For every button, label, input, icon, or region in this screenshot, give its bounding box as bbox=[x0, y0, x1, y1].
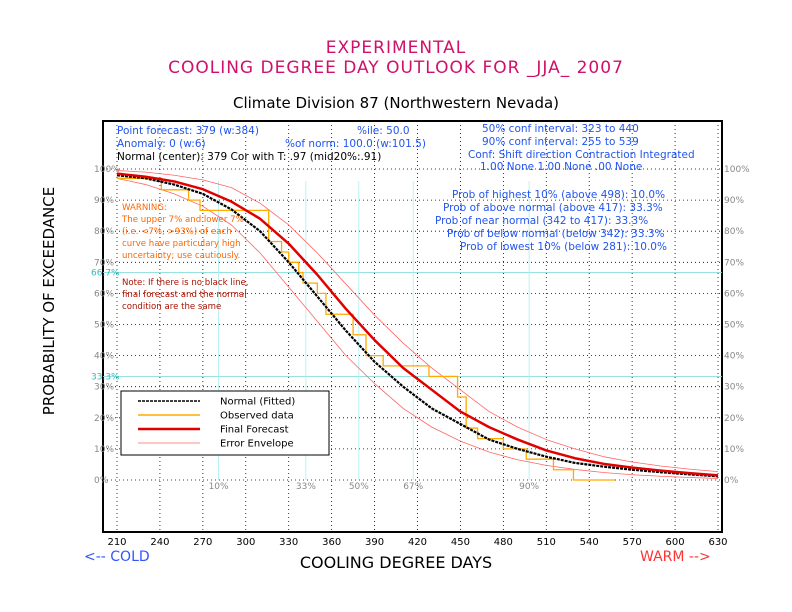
x-tick-label: 450 bbox=[451, 537, 470, 548]
prob-highest: Prob of highest 10% (above 498): 10.0% bbox=[452, 189, 666, 201]
x-tick-label: 510 bbox=[537, 537, 556, 548]
warning-title: WARNING: bbox=[122, 203, 167, 213]
conf-header: Conf: Shift direction Contraction Integr… bbox=[468, 149, 695, 161]
prob-above-normal: Prob of above normal (above 417): 33.3% bbox=[443, 202, 663, 214]
x-tick-label: 390 bbox=[365, 537, 384, 548]
y-tick-label: 80% bbox=[94, 227, 114, 237]
note-line: final forecast and the normal bbox=[122, 290, 247, 300]
warning-line: The upper 7% and lower 7% bbox=[122, 215, 244, 225]
y-tick-label-right: 20% bbox=[724, 414, 744, 424]
y-tick-label-right: 0% bbox=[724, 476, 739, 486]
prob-near-normal: Prob of near normal (342 to 417): 33.3% bbox=[435, 215, 649, 227]
y-tick-label: 30% bbox=[94, 383, 114, 393]
y-tick-label-right: 70% bbox=[724, 258, 744, 268]
warning-line: uncertainty; use cautiously. bbox=[122, 251, 241, 261]
y-tick-label: 20% bbox=[94, 414, 114, 424]
percentile-label: 50% bbox=[349, 482, 369, 492]
y-axis-label: PROBABILITY OF EXCEEDANCE bbox=[40, 186, 58, 416]
percentile-value: %ile: 50.0 bbox=[357, 125, 410, 137]
warm-indicator: WARM --> bbox=[640, 549, 711, 565]
y-tick-label: 50% bbox=[94, 321, 114, 331]
y-tick-label: 60% bbox=[94, 289, 114, 299]
cold-indicator: <-- COLD bbox=[84, 549, 150, 565]
note-line: condition are the same bbox=[122, 302, 222, 312]
y-tick-label: 40% bbox=[94, 352, 114, 362]
x-axis-label: COOLING DEGREE DAYS bbox=[299, 553, 493, 572]
y-tick-label-right: 50% bbox=[724, 321, 744, 331]
y-tick-label-right: 30% bbox=[724, 383, 744, 393]
percentile-label: 67% bbox=[403, 482, 423, 492]
conf-values: 1.00 None 1.00 None .00 None bbox=[480, 161, 643, 173]
y-tick-label-right: 60% bbox=[724, 289, 744, 299]
percent-of-normal: %of norm: 100.0 (w:101.5) bbox=[285, 138, 426, 150]
percentile-label: 10% bbox=[209, 482, 229, 492]
x-tick-label: 300 bbox=[236, 537, 255, 548]
x-tick-label: 570 bbox=[623, 537, 642, 548]
x-tick-label: 630 bbox=[708, 537, 727, 548]
prob-below-normal: Prob of below normal (below 342): 33.3% bbox=[447, 228, 665, 240]
x-tick-label: 270 bbox=[193, 537, 212, 548]
tercile-label: 33.3% bbox=[91, 372, 120, 382]
x-tick-label: 240 bbox=[150, 537, 169, 548]
y-tick-label-right: 40% bbox=[724, 352, 744, 362]
y-tick-label-right: 80% bbox=[724, 227, 744, 237]
chart-title: COOLING DEGREE DAY OUTLOOK FOR _JJA_ 200… bbox=[168, 58, 624, 78]
error-envelope-upper bbox=[116, 170, 719, 473]
warning-line: (i.e. <7%, >93%) of each bbox=[122, 227, 232, 237]
conf-interval-50: 50% conf interval: 323 to 440 bbox=[482, 123, 639, 135]
y-tick-label-right: 90% bbox=[724, 196, 744, 206]
x-tick-label: 420 bbox=[408, 537, 427, 548]
prob-lowest: Prob of lowest 10% (below 281): 10.0% bbox=[460, 241, 667, 253]
chart-title-experimental: EXPERIMENTAL bbox=[325, 38, 467, 58]
x-tick-label: 600 bbox=[666, 537, 685, 548]
y-tick-label-right: 10% bbox=[724, 445, 744, 455]
y-tick-label: 100% bbox=[94, 165, 120, 175]
y-tick-label-right: 100% bbox=[724, 165, 750, 175]
y-tick-label: 70% bbox=[94, 258, 114, 268]
legend-label: Observed data bbox=[220, 411, 294, 422]
point-forecast: Point forecast: 379 (w:384) bbox=[117, 125, 259, 137]
x-tick-label: 540 bbox=[580, 537, 599, 548]
anomaly: Anomaly: 0 (w:6) bbox=[117, 138, 206, 150]
error-envelope-lower bbox=[116, 177, 719, 479]
legend-label: Normal (Fitted) bbox=[220, 397, 295, 408]
tercile-label: 66.7% bbox=[91, 269, 120, 279]
plot-frame bbox=[102, 120, 723, 533]
y-tick-label: 10% bbox=[94, 445, 114, 455]
x-tick-label: 360 bbox=[322, 537, 341, 548]
percentile-label: 90% bbox=[519, 482, 539, 492]
chart-subtitle: Climate Division 87 (Northwestern Nevada… bbox=[232, 94, 560, 112]
y-tick-label: 0% bbox=[94, 476, 109, 486]
legend-label: Final Forecast bbox=[220, 425, 289, 436]
y-tick-label: 90% bbox=[94, 196, 114, 206]
legend-label: Error Envelope bbox=[220, 439, 294, 450]
percentile-label: 33% bbox=[296, 482, 316, 492]
x-tick-label: 210 bbox=[107, 537, 126, 548]
normal-center: Normal (center): 379 Cor with T: .97 (mi… bbox=[117, 151, 382, 163]
note-line: Note: If there is no black line, bbox=[122, 278, 249, 288]
conf-interval-90: 90% conf interval: 255 to 539 bbox=[482, 136, 639, 148]
warning-line: curve have particulary high bbox=[122, 239, 241, 249]
x-tick-label: 480 bbox=[494, 537, 513, 548]
normal-fitted-line bbox=[116, 174, 719, 478]
x-tick-label: 330 bbox=[279, 537, 298, 548]
final-forecast-line bbox=[116, 172, 719, 477]
